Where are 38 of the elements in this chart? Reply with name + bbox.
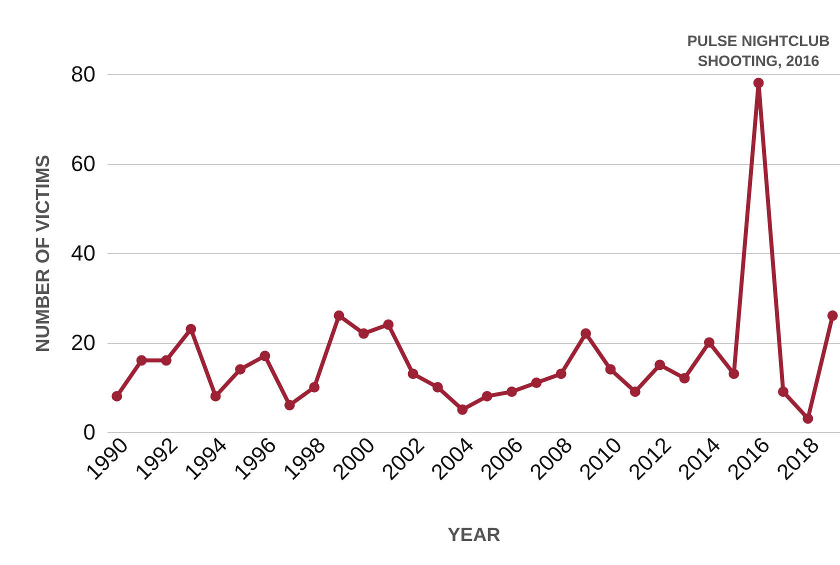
y-axis-title: NUMBER OF VICTIMS [33, 154, 54, 352]
point [112, 390, 122, 402]
point [728, 368, 740, 380]
point [531, 378, 542, 388]
point [358, 328, 369, 339]
point [160, 355, 172, 366]
point [580, 328, 592, 339]
point [778, 386, 788, 397]
point [136, 355, 147, 366]
point [457, 404, 468, 415]
point [630, 386, 640, 397]
point [210, 390, 221, 402]
point [506, 386, 517, 397]
point [284, 400, 295, 410]
point [383, 319, 394, 330]
point [827, 310, 838, 321]
point [605, 364, 616, 375]
point [679, 373, 690, 384]
point [432, 382, 443, 392]
y-tick-label: 80 [71, 62, 96, 86]
point [802, 413, 814, 424]
point [704, 337, 714, 348]
annotation: PULSE NIGHTCLUB SHOOTING, 2016 [687, 32, 830, 70]
x-axis-title: YEAR [448, 524, 501, 546]
point [654, 360, 666, 370]
point [408, 368, 418, 380]
y-tick-label: 0 [83, 420, 96, 444]
point [235, 364, 246, 375]
y-tick-label: 40 [71, 240, 96, 266]
y-tick-label: 60 [71, 151, 96, 176]
point [309, 382, 320, 392]
point [482, 390, 492, 402]
point [260, 350, 270, 362]
point [186, 324, 196, 334]
y-tick-label: 20 [71, 330, 96, 355]
point [556, 368, 566, 380]
point [753, 78, 764, 88]
point [334, 310, 344, 321]
